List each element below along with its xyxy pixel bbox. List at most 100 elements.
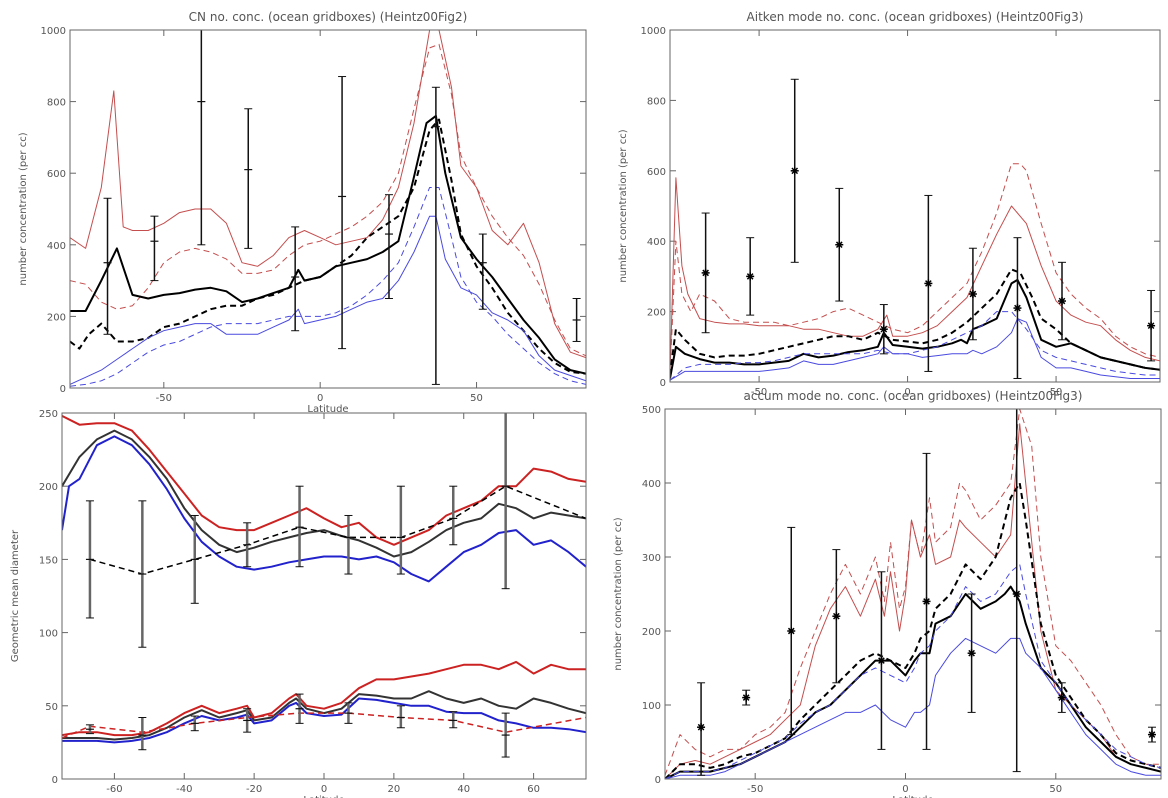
- chart-title: accum mode no. conc. (ocean gridboxes) (…: [744, 389, 1083, 403]
- x-tick-label: 50: [1049, 784, 1062, 795]
- chart-panel-3: Latitude Geometric mean diameter -60 -40 -20…: [10, 409, 587, 798]
- observation-marker: [879, 325, 888, 334]
- y-tick-label: 250: [39, 409, 58, 420]
- plot-frame: [669, 29, 1161, 383]
- x-tick-label: 0: [904, 387, 910, 398]
- series-line-1: [70, 30, 586, 359]
- observations-group: [701, 78, 1156, 379]
- y-tick-label: 400: [47, 241, 66, 252]
- observation-marker: [1147, 730, 1156, 739]
- y-tick-label: 800: [47, 98, 66, 109]
- chart-panel-2: Aitken mode no. conc. (ocean gridboxes) …: [618, 10, 1161, 398]
- observation-marker: [877, 656, 886, 665]
- series-line-4: [70, 118, 586, 375]
- y-tick-label: 200: [39, 482, 58, 493]
- y-tick-label: 50: [45, 702, 58, 713]
- chart-title: Aitken mode no. conc. (ocean gridboxes) …: [747, 10, 1084, 24]
- series-line-3: [62, 435, 586, 583]
- series-line-5: [62, 660, 586, 737]
- x-axis-label: Latitude: [892, 795, 933, 798]
- chart-title: CN no. conc. (ocean gridboxes) (Heintz00…: [189, 10, 468, 24]
- x-tick-label: -20: [246, 784, 262, 795]
- x-tick-label: -50: [156, 393, 172, 404]
- plot-frame: [69, 29, 587, 389]
- observation-marker: [1013, 304, 1022, 313]
- y-tick-label: 200: [647, 308, 666, 319]
- observation-marker: [1058, 297, 1066, 306]
- y-axis-label: number concentration (per cc): [613, 517, 624, 670]
- x-tick-label: 50: [470, 393, 483, 404]
- series-line-6: [665, 563, 1161, 779]
- y-tick-label: 1000: [41, 26, 66, 37]
- series-line-6: [70, 187, 586, 387]
- plot-frame: [664, 408, 1162, 780]
- observation-marker: [787, 627, 796, 635]
- series-line-6: [62, 690, 586, 741]
- observation-marker: [835, 240, 844, 249]
- y-tick-label: 400: [642, 479, 661, 490]
- y-tick-label: 0: [655, 775, 661, 786]
- observation-marker: [924, 279, 933, 288]
- observation-marker: [1012, 590, 1021, 598]
- series-line-1: [670, 177, 1160, 376]
- x-tick-label: -50: [751, 387, 767, 398]
- series-line-4: [89, 485, 586, 575]
- x-tick-label: -50: [747, 784, 763, 795]
- y-tick-label: 0: [60, 384, 66, 395]
- observation-marker: [790, 166, 799, 175]
- series-line-7: [62, 697, 586, 744]
- observation-marker: [742, 693, 751, 702]
- series-line-2: [70, 43, 586, 357]
- y-tick-label: 500: [642, 405, 661, 416]
- series-line-5: [665, 637, 1161, 779]
- x-axis-label: Latitude: [303, 795, 344, 798]
- observation-marker: [1147, 321, 1156, 330]
- series-group: [670, 163, 1160, 381]
- x-tick-label: 0: [317, 393, 323, 404]
- observation-marker: [922, 597, 931, 606]
- x-tick-label: -40: [176, 784, 192, 795]
- series-line-3: [670, 278, 1160, 379]
- plot-frame: [61, 412, 587, 780]
- series-line-4: [670, 268, 1160, 376]
- series-line-5: [670, 318, 1160, 381]
- x-tick-label: 0: [902, 784, 908, 795]
- series-line-6: [670, 311, 1160, 381]
- y-tick-label: 1000: [641, 26, 666, 37]
- series-line-2: [670, 163, 1160, 376]
- series-line-4: [665, 482, 1161, 779]
- series-group: [70, 30, 586, 387]
- observations-group: [697, 409, 1156, 776]
- observation-marker: [701, 268, 710, 277]
- observation-marker: [968, 290, 977, 298]
- series-line-5: [70, 215, 586, 385]
- observation-marker: [1057, 693, 1066, 702]
- x-tick-label: 0: [321, 784, 327, 795]
- x-tick-label: -60: [106, 784, 122, 795]
- y-tick-label: 200: [47, 312, 66, 323]
- observation-marker: [746, 272, 755, 281]
- x-axis-label: Latitude: [307, 404, 348, 415]
- x-tick-label: 60: [527, 784, 540, 795]
- chart-panel-4: accum mode no. conc. (ocean gridboxes) (…: [613, 389, 1162, 798]
- observations-group: [103, 30, 581, 385]
- y-tick-label: 200: [642, 627, 661, 638]
- y-tick-label: 0: [52, 775, 58, 786]
- series-line-2: [62, 429, 586, 558]
- observation-marker: [697, 723, 706, 732]
- y-tick-label: 800: [647, 96, 666, 107]
- y-tick-label: 600: [647, 167, 666, 178]
- x-tick-label: 40: [457, 784, 470, 795]
- series-group: [665, 409, 1161, 779]
- observations-group: [85, 413, 510, 758]
- y-tick-label: 150: [39, 555, 58, 566]
- y-axis-label: number concentration (per cc): [18, 132, 29, 285]
- y-axis-label: number concentration (per cc): [618, 129, 629, 282]
- series-line-2: [665, 409, 1161, 776]
- observation-marker: [832, 612, 841, 621]
- y-tick-label: 400: [647, 237, 666, 248]
- y-tick-label: 300: [642, 553, 661, 564]
- chart-panel-1: CN no. conc. (ocean gridboxes) (Heintz00…: [18, 10, 587, 415]
- y-tick-label: 0: [660, 378, 666, 389]
